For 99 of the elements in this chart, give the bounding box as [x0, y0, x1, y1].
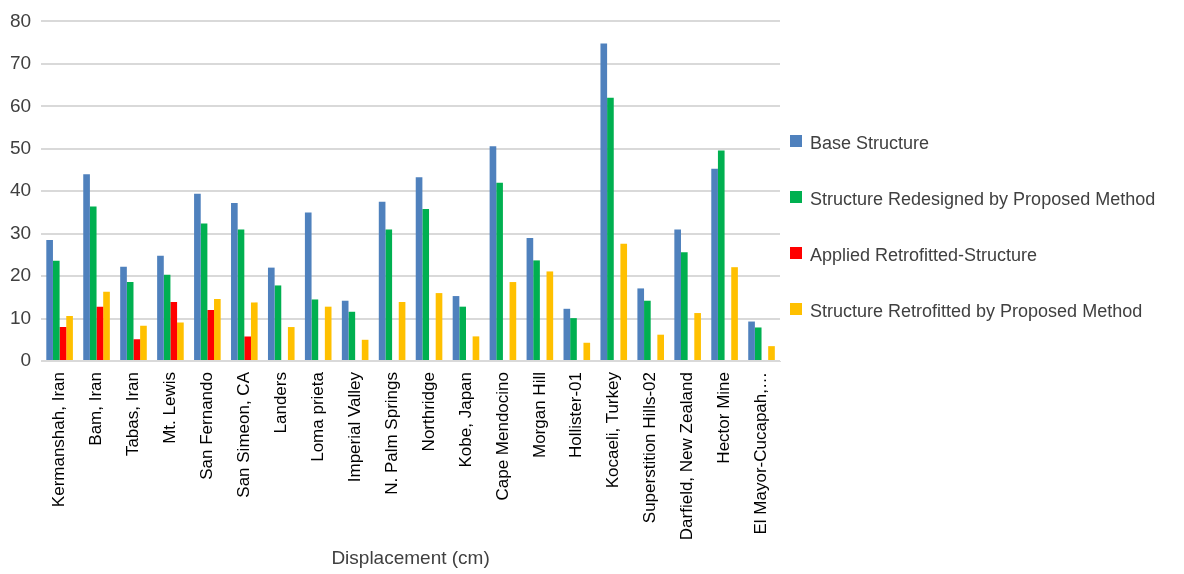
x-tick-label: Tabas, Iran	[123, 372, 143, 457]
x-tick-label: N. Palm Springs	[381, 372, 401, 495]
bar	[385, 229, 393, 361]
bar	[583, 342, 591, 361]
bar	[46, 240, 53, 361]
bar	[66, 316, 73, 361]
bar	[731, 267, 738, 361]
y-tick-label: 40	[9, 179, 32, 201]
y-tick-label: 70	[9, 52, 32, 74]
bar	[287, 327, 295, 361]
bar	[341, 300, 349, 361]
bar	[459, 306, 466, 361]
y-tick-label: 0	[20, 349, 32, 371]
bar	[694, 313, 701, 361]
bar	[214, 299, 221, 361]
x-tick-label: Darfield, New Zealand	[677, 372, 697, 541]
x-tick-label: Hollister-01	[566, 372, 586, 458]
bar	[546, 271, 554, 361]
legend-label: Base Structure	[810, 132, 930, 155]
bar	[711, 168, 718, 361]
bar	[103, 291, 110, 361]
bar	[304, 212, 312, 361]
x-tick-label: Hector Mine	[714, 372, 734, 464]
bar	[620, 243, 628, 361]
bar	[452, 296, 460, 361]
x-tick-label: Kermanshah, Iran	[49, 372, 69, 508]
bar	[378, 201, 386, 361]
bar	[637, 288, 645, 361]
bar	[600, 43, 608, 361]
x-tick-label: Kocaeli, Turkey	[603, 371, 623, 489]
bar	[754, 327, 762, 361]
bar	[509, 282, 517, 361]
bar	[496, 182, 503, 361]
bar	[717, 150, 725, 361]
x-tick-label: Imperial Valley	[344, 371, 364, 483]
bar	[674, 229, 681, 361]
y-tick-label: 60	[9, 94, 32, 116]
bar	[607, 97, 614, 361]
bar	[415, 177, 423, 361]
bar	[644, 300, 651, 361]
y-tick-label: 80	[9, 9, 32, 31]
bar	[59, 327, 67, 361]
bar	[657, 334, 664, 361]
x-axis-title: Displacement (cm)	[331, 546, 490, 568]
bar	[237, 229, 245, 361]
x-tick-label: Superstition Hills-02	[640, 372, 660, 524]
bar	[126, 282, 134, 361]
bar	[200, 223, 208, 361]
bar	[96, 306, 104, 361]
bar	[133, 339, 141, 361]
y-tick-label: 20	[9, 264, 32, 286]
x-tick-label: Bam, Iran	[86, 372, 106, 446]
bar	[120, 266, 127, 361]
x-tick-label: Landers	[270, 372, 290, 434]
legend-label: Structure Retrofitted by Proposed Method	[810, 300, 1143, 323]
bar	[170, 302, 178, 361]
bar	[157, 255, 164, 361]
bar	[163, 274, 171, 361]
bar	[748, 321, 755, 361]
bar	[472, 336, 480, 361]
bar	[422, 209, 430, 361]
bar	[680, 252, 688, 361]
legend-label: Structure Redesigned by Proposed Method	[810, 188, 1156, 211]
bar	[768, 346, 775, 361]
bar	[563, 308, 571, 361]
bar	[207, 310, 215, 361]
bar	[274, 285, 282, 361]
bar	[435, 293, 443, 361]
bar	[177, 322, 184, 361]
x-tick-label: Morgan Hill	[529, 372, 549, 458]
bar	[526, 237, 534, 361]
bar	[140, 325, 147, 361]
bar	[348, 311, 356, 361]
bar	[267, 267, 275, 361]
bar	[83, 174, 90, 361]
y-tick-label: 50	[9, 136, 32, 158]
x-tick-label: Mt. Lewis	[160, 372, 180, 444]
x-tick-label: Northridge	[418, 372, 438, 452]
bar	[311, 299, 319, 361]
bar	[489, 146, 497, 361]
x-tick-label: Cape Mendocino	[492, 372, 512, 501]
bar	[194, 193, 201, 361]
bar	[324, 306, 332, 361]
bar	[533, 260, 540, 361]
x-tick-label: El Mayor-Cucapah,…	[751, 372, 771, 535]
x-tick-label: San Fernando	[197, 372, 217, 480]
x-tick-label: San Simeon, CA	[234, 371, 254, 498]
bar	[89, 206, 97, 361]
legend-label: Applied Retrofitted-Structure	[810, 244, 1038, 267]
bar	[398, 302, 406, 361]
y-tick-label: 10	[9, 306, 32, 328]
bar	[231, 203, 238, 361]
bar	[52, 260, 60, 361]
x-tick-label: Loma prieta	[307, 371, 327, 462]
bar	[570, 318, 577, 361]
bar	[250, 302, 258, 361]
bar	[244, 336, 251, 361]
y-tick-label: 30	[9, 221, 32, 243]
x-tick-label: Kobe, Japan	[455, 372, 475, 468]
